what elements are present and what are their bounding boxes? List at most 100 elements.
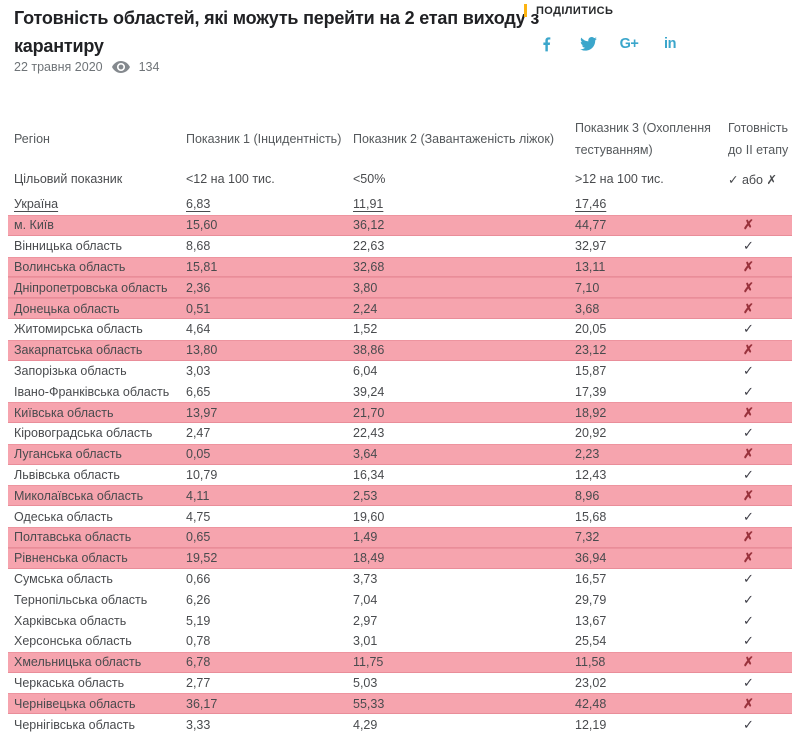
table-header-row: Регіон Показник 1 (Інцидентність) Показн… bbox=[8, 114, 792, 166]
indicator1-value: 0,65 bbox=[186, 530, 211, 545]
indicator3-value: 13,11 bbox=[575, 259, 606, 274]
indicator3-value: 16,57 bbox=[575, 571, 607, 586]
linkedin-share-icon[interactable]: in bbox=[661, 35, 679, 53]
indicator3-value: 11,58 bbox=[575, 655, 606, 670]
indicator2-value: 7,04 bbox=[353, 592, 378, 607]
readiness-mark: ✓ bbox=[743, 570, 754, 586]
region-row: Сумська область 0,66 3,73 16,57 ✓ bbox=[8, 569, 792, 590]
views-eye-icon bbox=[111, 61, 130, 73]
ukraine-indicator2-link[interactable]: 11,91 bbox=[353, 196, 384, 211]
region-name: Київська область bbox=[14, 405, 114, 420]
region-name: Хмельницька область bbox=[14, 655, 142, 670]
readiness-mark: ✓ bbox=[743, 508, 754, 524]
indicator1-value: 10,79 bbox=[186, 467, 218, 482]
indicator1-value: 13,80 bbox=[186, 343, 218, 358]
region-name: Херсонська область bbox=[14, 634, 132, 649]
indicator3-value: 2,23 bbox=[575, 447, 600, 462]
indicator3-value: 17,39 bbox=[575, 384, 607, 399]
column-header-indicator3: Показник 3 (Охоплення тестуванням) bbox=[575, 121, 711, 157]
indicator3-value: 13,67 bbox=[575, 613, 607, 628]
region-row: Львівська область 10,79 16,34 12,43 ✓ bbox=[8, 465, 792, 486]
indicator2-value: 16,34 bbox=[353, 467, 385, 482]
ukraine-link[interactable]: Україна bbox=[14, 196, 59, 211]
indicator2-value: 18,49 bbox=[353, 551, 385, 566]
readiness-mark: ✓ bbox=[743, 383, 754, 399]
target-indicator2: <50% bbox=[353, 172, 386, 186]
region-name: Кіровоградська область bbox=[14, 426, 153, 441]
column-header-readiness: Готовність до II етапу bbox=[728, 121, 789, 157]
region-row: Тернопільська область 6,26 7,04 29,79 ✓ bbox=[8, 589, 792, 610]
article-meta: 22 травня 2020 134 bbox=[14, 60, 159, 74]
region-name: Івано-Франківська область bbox=[14, 384, 170, 399]
indicator2-value: 11,75 bbox=[353, 655, 384, 670]
share-accent-bar bbox=[524, 4, 527, 17]
googleplus-share-icon[interactable]: G+ bbox=[620, 35, 639, 53]
indicator2-value: 21,70 bbox=[353, 405, 385, 420]
readiness-mark: ✓ bbox=[743, 321, 754, 337]
indicator2-value: 5,03 bbox=[353, 675, 378, 690]
indicator3-value: 32,97 bbox=[575, 239, 607, 254]
indicator2-value: 36,12 bbox=[353, 218, 385, 233]
target-indicator3: >12 на 100 тис. bbox=[575, 172, 664, 186]
indicator3-value: 15,87 bbox=[575, 363, 607, 378]
facebook-share-icon[interactable] bbox=[538, 35, 556, 53]
indicator3-value: 18,92 bbox=[575, 405, 607, 420]
region-row: м. Київ 15,60 36,12 44,77 ✗ bbox=[8, 215, 792, 236]
readiness-mark: ✗ bbox=[743, 695, 754, 711]
views-count: 134 bbox=[138, 60, 160, 74]
indicator3-value: 23,12 bbox=[575, 343, 607, 358]
readiness-mark: ✓ bbox=[743, 612, 754, 628]
readiness-mark: ✓ bbox=[743, 425, 754, 441]
indicator3-value: 7,10 bbox=[575, 280, 600, 295]
indicator1-value: 2,36 bbox=[186, 280, 211, 295]
indicator1-value: 2,47 bbox=[186, 426, 211, 441]
indicator1-value: 0,78 bbox=[186, 634, 211, 649]
readiness-mark: ✗ bbox=[743, 404, 754, 420]
region-row: Дніпропетровська область 2,36 3,80 7,10 … bbox=[8, 277, 792, 299]
ukraine-indicator1-link[interactable]: 6,83 bbox=[186, 196, 211, 211]
region-row: Чернівецька область 36,17 55,33 42,48 ✗ bbox=[8, 693, 792, 715]
indicator3-value: 3,68 bbox=[575, 301, 600, 316]
region-row: Чернігівська область 3,33 4,29 12,19 ✓ bbox=[8, 714, 792, 735]
indicator2-value: 1,52 bbox=[353, 322, 378, 337]
readiness-mark: ✗ bbox=[743, 342, 754, 358]
indicator3-value: 8,96 bbox=[575, 488, 600, 503]
region-row: Київська область 13,97 21,70 18,92 ✗ bbox=[8, 402, 792, 423]
column-header-region: Регіон bbox=[14, 132, 50, 147]
indicator1-value: 15,60 bbox=[186, 218, 218, 233]
indicator2-value: 3,73 bbox=[353, 571, 378, 586]
region-row: Івано-Франківська область 6,65 39,24 17,… bbox=[8, 381, 792, 402]
page-title: Готовність областей, які можуть перейти … bbox=[14, 8, 540, 56]
region-name: м. Київ bbox=[14, 218, 54, 233]
indicator2-value: 4,29 bbox=[353, 717, 378, 732]
readiness-mark: ✓ bbox=[743, 716, 754, 732]
readiness-mark: ✓ bbox=[743, 591, 754, 607]
table-body: м. Київ 15,60 36,12 44,77 ✗ Вінницька об… bbox=[8, 215, 792, 735]
ukraine-indicator3-link[interactable]: 17,46 bbox=[575, 196, 607, 211]
indicator3-value: 7,32 bbox=[575, 530, 600, 545]
indicator1-value: 4,11 bbox=[186, 488, 210, 503]
twitter-share-icon[interactable] bbox=[579, 35, 597, 53]
target-indicator1: <12 на 100 тис. bbox=[186, 172, 275, 186]
region-name: Львівська область bbox=[14, 467, 120, 482]
region-name: Вінницька область bbox=[14, 239, 123, 254]
readiness-mark: ✗ bbox=[743, 529, 754, 545]
region-row: Вінницька область 8,68 22,63 32,97 ✓ bbox=[8, 236, 792, 257]
indicator2-value: 2,24 bbox=[353, 301, 378, 316]
indicator2-value: 3,80 bbox=[353, 280, 378, 295]
indicator1-value: 4,64 bbox=[186, 322, 211, 337]
regions-readiness-table: Регіон Показник 1 (Інцидентність) Показн… bbox=[8, 114, 792, 735]
indicator1-value: 4,75 bbox=[186, 509, 211, 524]
indicator1-value: 19,52 bbox=[186, 551, 218, 566]
share-block: ПОДІЛИТИСЬ bbox=[524, 4, 613, 17]
indicator2-value: 38,86 bbox=[353, 343, 385, 358]
region-row: Кіровоградська область 2,47 22,43 20,92 … bbox=[8, 423, 792, 444]
indicator2-value: 22,63 bbox=[353, 239, 385, 254]
indicator3-value: 44,77 bbox=[575, 218, 607, 233]
indicator3-value: 15,68 bbox=[575, 509, 607, 524]
readiness-mark: ✗ bbox=[743, 446, 754, 462]
indicator2-value: 6,04 bbox=[353, 363, 378, 378]
region-row: Харківська область 5,19 2,97 13,67 ✓ bbox=[8, 610, 792, 631]
region-row: Черкаська область 2,77 5,03 23,02 ✓ bbox=[8, 673, 792, 694]
indicator1-value: 6,78 bbox=[186, 655, 211, 670]
